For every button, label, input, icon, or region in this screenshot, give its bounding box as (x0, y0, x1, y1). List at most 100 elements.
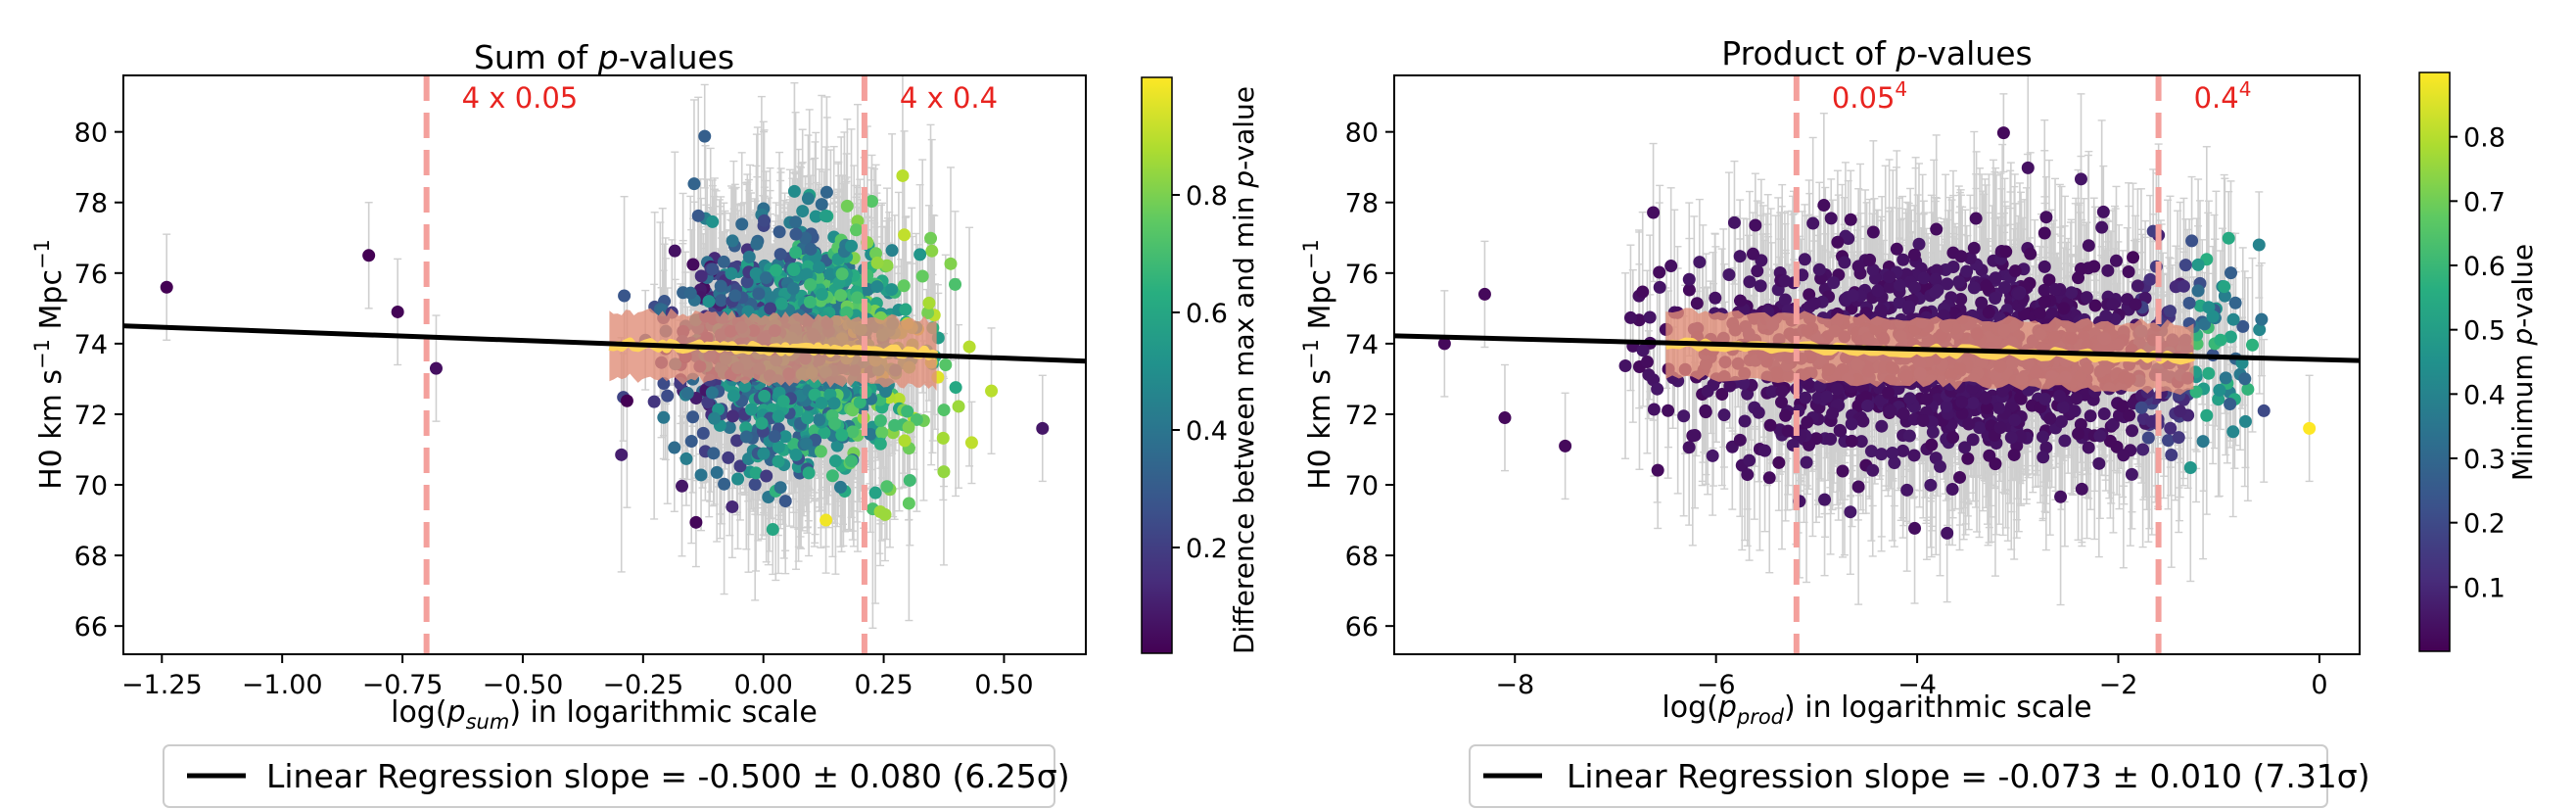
data-point (815, 287, 828, 301)
data-point (768, 430, 781, 444)
data-point (818, 426, 831, 440)
data-point (865, 194, 878, 208)
data-point (691, 209, 705, 222)
data-point (689, 515, 703, 529)
data-point (773, 248, 787, 262)
data-point (694, 468, 708, 482)
data-point (787, 184, 801, 198)
data-point (722, 451, 735, 464)
data-point (615, 448, 629, 461)
data-point (730, 434, 744, 448)
data-point (880, 480, 894, 494)
plot-area-sum (123, 75, 1086, 654)
data-point (748, 478, 762, 492)
data-point (760, 469, 773, 483)
data-point (749, 266, 763, 280)
data-point (787, 438, 801, 452)
data-point (723, 421, 736, 435)
data-point (896, 168, 910, 182)
data-point (750, 237, 764, 251)
data-point (696, 426, 710, 440)
data-point (801, 192, 815, 206)
data-point (885, 283, 899, 297)
data-point (778, 495, 792, 508)
data-point (885, 244, 899, 258)
data-point (766, 523, 779, 537)
data-point (937, 404, 951, 417)
data-point (833, 480, 847, 494)
data-point (752, 287, 766, 301)
data-point (825, 469, 839, 483)
data-point (668, 441, 681, 454)
data-point (661, 389, 675, 403)
data-point (789, 215, 803, 229)
data-point (739, 430, 753, 444)
data-point (686, 410, 700, 424)
data-point (772, 440, 785, 453)
data-point (870, 280, 884, 294)
data-point (796, 205, 810, 218)
data-point (936, 431, 950, 445)
data-point (735, 217, 749, 231)
data-point (668, 244, 681, 258)
data-point (834, 289, 848, 303)
data-point (869, 247, 883, 261)
data-point (910, 412, 923, 426)
data-point (899, 303, 913, 316)
data-point (679, 452, 693, 465)
data-point (924, 231, 938, 245)
data-point (710, 465, 724, 479)
data-point (618, 289, 632, 303)
data-point (840, 199, 854, 213)
data-point (901, 404, 914, 418)
data-point (949, 277, 962, 291)
data-point (925, 244, 939, 258)
data-point (733, 459, 747, 473)
data-point (687, 177, 701, 191)
data-point (952, 400, 965, 413)
data-point (898, 228, 912, 242)
data-point (937, 465, 951, 479)
data-point (892, 392, 906, 405)
data-point (835, 428, 849, 442)
data-point (868, 486, 882, 500)
data-point (944, 257, 958, 270)
data-point (913, 248, 927, 262)
data-point (949, 381, 962, 395)
data-point (686, 258, 700, 271)
data-point (815, 198, 828, 212)
data-point (758, 214, 772, 227)
data-point (698, 129, 712, 143)
data-point (903, 473, 916, 487)
data-point (715, 294, 728, 308)
data-point (888, 418, 902, 432)
data-point (773, 481, 787, 495)
data-point (718, 477, 731, 491)
panel-sum: −1.25 −1.00 −0.75 −0.50 −0.25 0.00 0.25 0.50 66… (30, 38, 1260, 808)
data-point (707, 447, 721, 460)
data-point (875, 426, 889, 440)
data-point (939, 357, 953, 371)
data-point (820, 185, 833, 199)
data-point (880, 259, 894, 272)
data-point (846, 425, 860, 439)
data-point (740, 275, 754, 289)
data-point (850, 223, 864, 237)
data-point (809, 210, 822, 223)
data-point (749, 466, 763, 480)
data-point (803, 295, 817, 309)
data-point (742, 250, 756, 263)
data-point (921, 306, 935, 319)
data-point (898, 434, 912, 448)
data-point (764, 291, 777, 305)
data-point (789, 448, 803, 461)
data-point (684, 435, 698, 449)
data-point (717, 255, 730, 268)
data-point (915, 269, 929, 283)
data-point (726, 500, 739, 513)
data-point (828, 454, 842, 468)
data-point (778, 430, 792, 444)
data-point (726, 234, 739, 248)
data-point (772, 454, 785, 468)
